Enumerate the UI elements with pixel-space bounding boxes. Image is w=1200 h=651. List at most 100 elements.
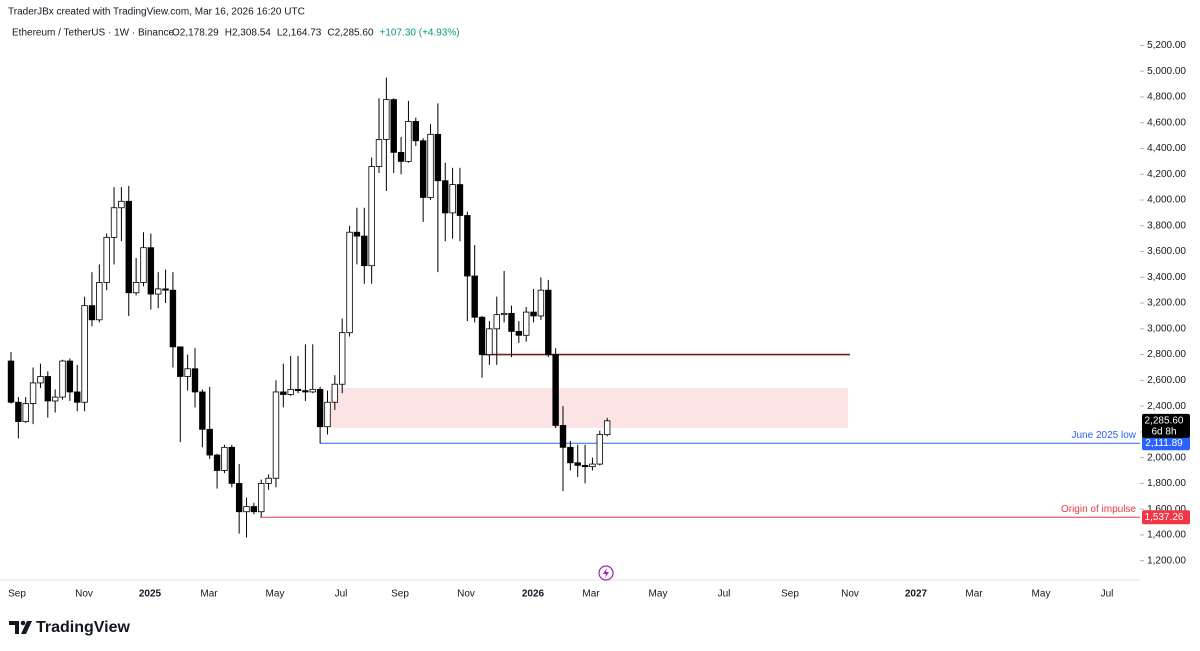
candle-body bbox=[456, 184, 464, 216]
candle-body bbox=[132, 282, 140, 294]
candle-body bbox=[375, 139, 383, 167]
candle-body bbox=[110, 207, 118, 238]
candle-body bbox=[412, 121, 419, 142]
candle-body bbox=[96, 282, 103, 321]
candle-body bbox=[125, 200, 132, 294]
candle-body bbox=[493, 314, 500, 330]
candle-body bbox=[184, 368, 191, 377]
candle-body bbox=[154, 288, 162, 295]
candle-body bbox=[390, 99, 397, 153]
candle-body bbox=[29, 382, 37, 404]
candle-body bbox=[405, 121, 412, 162]
y-tick-label: 2,800.00 bbox=[1147, 349, 1186, 360]
candle-body bbox=[44, 376, 51, 402]
candle-body bbox=[272, 391, 280, 479]
candle-body bbox=[346, 231, 353, 334]
y-tick-label: 1,800.00 bbox=[1147, 478, 1186, 489]
level-name: Origin of impulse bbox=[1061, 504, 1136, 515]
level-tag-label: 1,537.26 bbox=[1145, 512, 1184, 523]
candle-body bbox=[434, 133, 442, 182]
candle-body bbox=[37, 376, 44, 384]
x-tick-label: 2026 bbox=[522, 589, 545, 600]
candle-body bbox=[258, 482, 265, 513]
candle-body bbox=[383, 99, 390, 140]
candle-body bbox=[243, 506, 250, 513]
candle-body bbox=[302, 390, 309, 393]
candle-body bbox=[324, 401, 331, 428]
y-tick-label: 4,400.00 bbox=[1147, 143, 1186, 154]
x-tick-label: May bbox=[1032, 589, 1051, 600]
candle-body bbox=[449, 184, 456, 214]
level-name: June 2025 low bbox=[1072, 430, 1137, 441]
x-tick-label: Sep bbox=[781, 589, 799, 600]
ohlc-value: +107.30 (+4.93%) bbox=[380, 28, 460, 39]
y-tick-label: 1,400.00 bbox=[1147, 530, 1186, 541]
candle-body bbox=[316, 388, 324, 428]
candle-body bbox=[397, 151, 405, 162]
candle-body bbox=[471, 275, 478, 318]
chart-title: Ethereum / TetherUS · 1W · Binance bbox=[12, 28, 175, 39]
candle-body bbox=[147, 247, 155, 295]
level-tag bbox=[1142, 510, 1190, 525]
candle-body bbox=[66, 360, 74, 393]
ohlc-value: O2,178.29 bbox=[172, 28, 219, 39]
y-tick-label: 5,000.00 bbox=[1147, 66, 1186, 77]
y-tick-label: 3,400.00 bbox=[1147, 272, 1186, 283]
candle-body bbox=[368, 166, 375, 267]
candle-body bbox=[7, 360, 15, 403]
candle-body bbox=[22, 403, 29, 422]
event-icon bbox=[598, 565, 614, 581]
y-tick-label: 2,000.00 bbox=[1147, 452, 1186, 463]
x-tick-label: Jul bbox=[1101, 589, 1114, 600]
x-tick-label: Mar bbox=[582, 589, 600, 600]
candle-body bbox=[235, 482, 243, 513]
y-tick-label: 3,000.00 bbox=[1147, 323, 1186, 334]
candle-body bbox=[331, 383, 339, 403]
candle-body bbox=[537, 289, 545, 317]
candle-body bbox=[265, 477, 272, 484]
y-tick-label: 1,600.00 bbox=[1147, 504, 1186, 515]
candle-body bbox=[486, 328, 493, 355]
candle-body bbox=[581, 464, 589, 468]
candle-body bbox=[103, 236, 110, 283]
candle-body bbox=[508, 312, 515, 332]
candle-body bbox=[15, 401, 22, 422]
y-tick-label: 2,600.00 bbox=[1147, 375, 1186, 386]
candle-body bbox=[574, 462, 581, 466]
candle-body bbox=[427, 133, 434, 198]
last-price-label: 2,285.60 bbox=[1145, 415, 1184, 426]
ohlc-value: H2,308.54 bbox=[225, 28, 272, 39]
y-tick-label: 3,600.00 bbox=[1147, 246, 1186, 257]
x-tick-label: Nov bbox=[457, 589, 475, 600]
candle-body bbox=[294, 388, 302, 392]
y-tick-label: 1,200.00 bbox=[1147, 555, 1186, 566]
candle-body bbox=[530, 311, 537, 317]
x-tick-label: Jul bbox=[335, 589, 348, 600]
candle-body bbox=[88, 305, 96, 321]
candle-body bbox=[118, 200, 125, 209]
candle-body bbox=[280, 391, 287, 395]
candle-body bbox=[419, 140, 427, 198]
y-tick-label: 4,800.00 bbox=[1147, 92, 1186, 103]
candle-body bbox=[603, 420, 611, 436]
countdown-label: 6d 8h bbox=[1151, 426, 1176, 437]
y-tick-label: 3,800.00 bbox=[1147, 220, 1186, 231]
x-tick-label: Jul bbox=[718, 589, 731, 600]
candle-body bbox=[199, 391, 206, 430]
candle-body bbox=[213, 454, 221, 471]
candle-body bbox=[309, 388, 316, 393]
supply-zone bbox=[330, 388, 848, 429]
candle-body bbox=[51, 396, 59, 402]
candle-body bbox=[559, 425, 567, 448]
candle-body bbox=[206, 428, 213, 456]
candle-body bbox=[250, 506, 258, 513]
footer-logo-text: TradingView bbox=[36, 619, 131, 636]
x-tick-label: Nov bbox=[75, 589, 93, 600]
x-tick-label: Mar bbox=[200, 589, 218, 600]
candle-body bbox=[338, 332, 346, 385]
candle-body bbox=[552, 354, 559, 426]
ohlc-value: C2,285.60 bbox=[327, 28, 374, 39]
candle-body bbox=[353, 231, 361, 237]
candle-body bbox=[442, 180, 449, 214]
